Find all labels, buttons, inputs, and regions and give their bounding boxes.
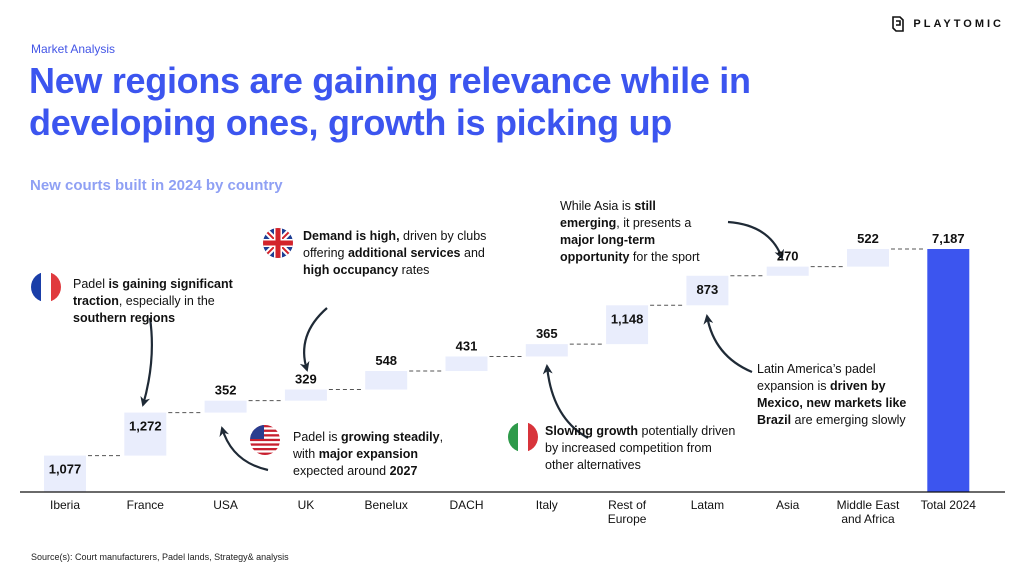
category-label: UK [298,498,315,512]
annotation-uk: Demand is high, driven by clubs offering… [303,229,487,277]
bar-value-label: 548 [375,353,397,368]
category-label: Middle East [837,498,900,512]
annotation-latam: Latin America’s padel expansion is drive… [757,362,907,427]
waterfall-bar [204,400,247,413]
annotation-italy: Slowing growth potentially driven by inc… [545,424,736,472]
bar-value-label: 365 [536,326,558,341]
bar-value-label: 431 [456,338,478,353]
italy-flag-icon [508,422,538,452]
waterfall-bar [766,266,809,276]
category-label: and Africa [841,512,895,526]
annotation-asia: While Asia is still emerging, it present… [560,199,700,264]
category-label: Latam [691,498,724,512]
bar-value-label: 1,148 [611,311,644,326]
category-label: Iberia [50,498,80,512]
category-label: USA [213,498,238,512]
page-title: New regions are gaining relevance while … [29,60,751,143]
waterfall-bar [847,249,889,267]
uk-flag-icon [263,228,293,258]
waterfall-bar [686,275,729,306]
section-label: Market Analysis [31,42,116,56]
arrow-italy [542,364,589,439]
usa-flag-icon [250,425,280,455]
arrow-france [140,317,153,407]
waterfall-bar [284,389,327,401]
total-bar [927,249,970,492]
annotation-france: Padel is gaining significant traction, e… [73,277,233,325]
category-label: Total 2024 [921,498,977,512]
waterfall-bar [44,455,86,492]
chart-subtitle: New courts built in 2024 by country [30,177,283,194]
category-label: Europe [608,512,647,526]
category-label: Asia [776,498,800,512]
brand-logo: PLAYTOMIC [891,16,1004,32]
category-label: Italy [536,498,558,512]
category-label: France [127,498,165,512]
waterfall-bar [365,371,408,390]
bar-value-label: 7,187 [932,231,965,246]
france-flag-icon [31,272,61,302]
category-label: DACH [449,498,483,512]
arrow-uk [299,307,328,372]
arrow-usa [219,426,269,472]
source-note: Source(s): Court manufacturers, Padel la… [31,552,289,562]
playtomic-logo-icon [892,16,905,32]
bar-value-label: 270 [777,249,799,264]
waterfall-bar [124,412,167,456]
waterfall-bar [525,344,568,357]
category-label: Benelux [365,498,408,512]
arrow-latam [703,314,753,374]
category-label: Rest of [608,498,647,512]
bar-value-label: 873 [697,282,719,297]
annotation-usa: Padel is growing steadily, with major ex… [293,430,444,478]
bar-value-label: 1,272 [129,419,162,434]
bar-value-label: 522 [857,231,879,246]
waterfall-bar [606,305,649,345]
waterfall-bar [445,356,488,372]
bar-value-label: 352 [215,383,237,398]
arrow-asia [727,220,784,260]
brand-name: PLAYTOMIC [913,18,1004,30]
bar-value-label: 1,077 [49,462,82,477]
bar-value-label: 329 [295,372,317,387]
annotation-arrows [140,220,784,472]
